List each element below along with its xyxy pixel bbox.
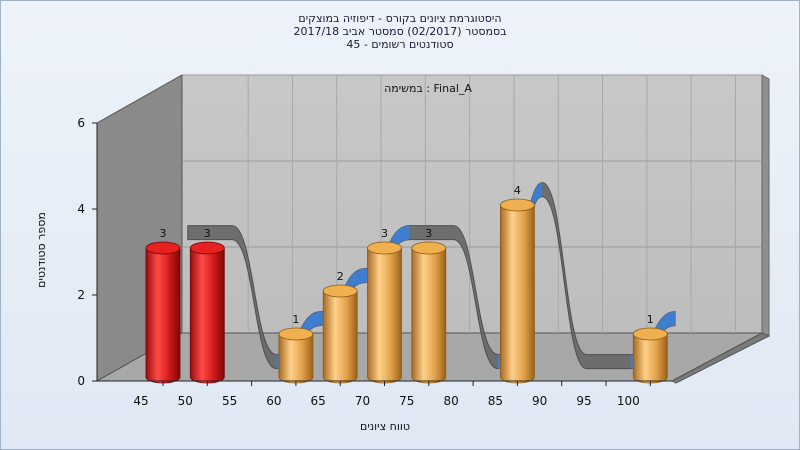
chart-title-line-2: בסמסטר (02/2017) סמסטר אביב 2017/18 [293,25,507,38]
x-tick-label: 85 [488,394,503,408]
data-label: 3 [160,227,167,240]
bar-top [632,327,668,341]
data-label: 4 [514,184,521,197]
bar-top [278,327,314,341]
floor-edge [670,332,771,384]
bar-body [367,247,402,384]
chart-title-line-1: היסטוגרמת ציונים בקורס - דיפוזיה במוצקים [298,12,502,25]
bar-50 [189,241,225,384]
data-label: 3 [381,227,388,240]
bar-45 [145,241,181,384]
bar-top [500,198,535,212]
bar-body [500,204,535,384]
bar-body [411,247,447,384]
back-wall [181,74,763,334]
x-tick-label: 45 [133,394,148,408]
chart-title-line-3: סטודנטים רשומים - 45 [346,38,454,51]
x-tick-label: 60 [266,394,281,408]
bar-70 [367,241,402,384]
x-tick-label: 95 [576,394,591,408]
y-tick-label: 6 [77,116,85,130]
bar-body [278,333,314,384]
x-tick-label: 65 [311,394,326,408]
x-axis-title: טווח ציונים [360,420,410,433]
bar-85 [500,198,535,384]
data-label: 2 [337,270,344,283]
x-tick-label: 70 [355,394,370,408]
bar-top [411,241,447,255]
bar-body [145,247,181,384]
x-tick-label: 55 [222,394,237,408]
y-tick-label: 0 [77,374,85,388]
bar-top [367,241,402,255]
y-tick-label: 4 [77,202,85,216]
bar-body [632,333,668,384]
y-tick-label: 2 [77,288,85,302]
data-label: 1 [647,313,654,326]
data-label: 3 [204,227,211,240]
bar-body [189,247,225,384]
chart-subtitle: במשימה : Final_A [384,82,472,95]
right-edge [761,74,770,337]
bar-100 [632,327,668,384]
bar-60 [278,327,314,384]
bar-65 [322,284,358,384]
x-tick-label: 90 [532,394,547,408]
bar-top [145,241,181,255]
data-label: 1 [292,313,299,326]
data-label: 3 [425,227,432,240]
x-tick-label: 75 [399,394,414,408]
bar-75 [411,241,447,384]
x-tick-label: 80 [443,394,458,408]
bar-body [322,290,358,384]
x-tick-label: 100 [617,394,640,408]
bar-top [189,241,225,255]
x-tick-label: 50 [178,394,193,408]
y-axis-title: מספר סטודנטים [35,212,48,288]
bar-top [322,284,358,298]
